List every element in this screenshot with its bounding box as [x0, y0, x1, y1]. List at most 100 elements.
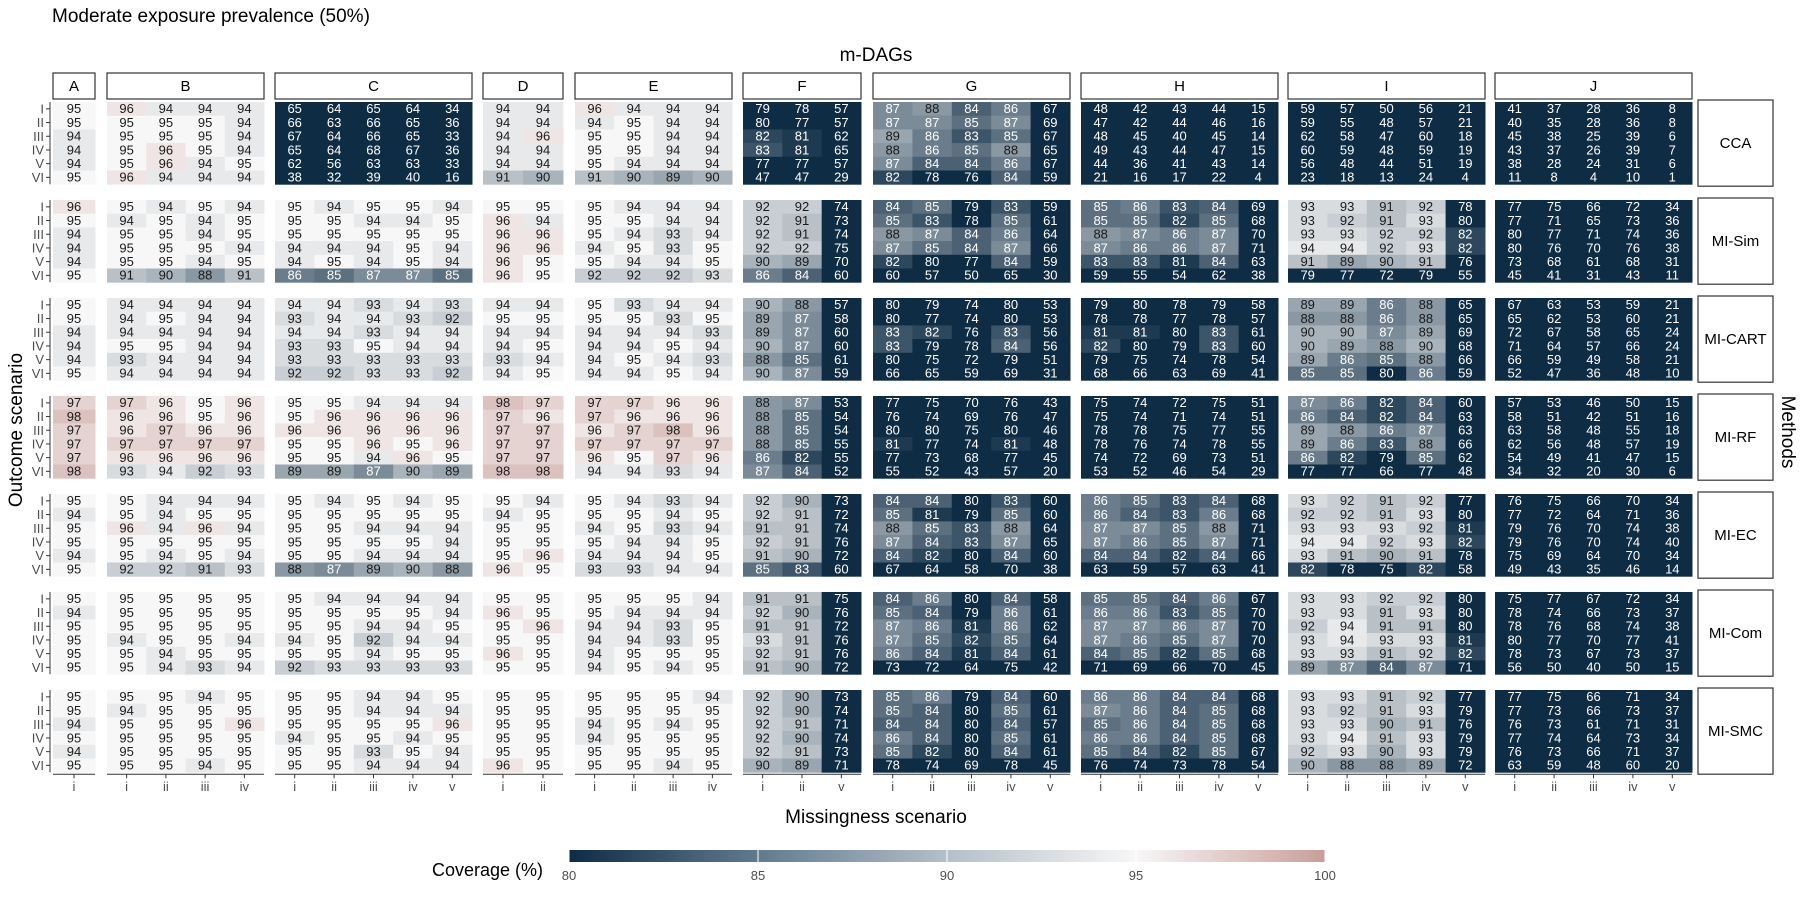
method-strip-label: MI-SMC	[1708, 723, 1763, 740]
x-tick-label: iv	[1628, 779, 1638, 794]
heatmap-cell	[483, 143, 524, 158]
cell-value: 72	[1379, 268, 1393, 283]
cell-value: 93	[198, 660, 212, 675]
cell-value: 95	[159, 227, 173, 242]
x-tick-label: iv	[1421, 779, 1431, 794]
cell-value: 38	[1507, 156, 1521, 171]
heatmap-cell	[1030, 254, 1071, 269]
heatmap-cell	[185, 115, 226, 130]
cell-value: 66	[1172, 660, 1186, 675]
heatmap-cell	[873, 129, 913, 144]
cell-value: 66	[366, 129, 380, 144]
heatmap-cell	[107, 268, 147, 283]
heatmap-cell	[523, 298, 564, 313]
heatmap-cell	[1652, 156, 1693, 171]
cell-value: 94	[406, 758, 420, 773]
cell-value: 90	[406, 562, 420, 577]
cell-value: 64	[327, 101, 341, 116]
heatmap-cell	[1534, 143, 1575, 158]
cell-value: 93	[1300, 199, 1314, 214]
heatmap-cell	[107, 143, 147, 158]
cell-value: 93	[705, 268, 719, 283]
heatmap-cell	[1573, 115, 1614, 130]
cell-value: 95	[159, 240, 173, 255]
heatmap-cell	[1406, 156, 1447, 171]
cell-value: 82	[1172, 213, 1186, 228]
heatmap-cell	[53, 339, 96, 354]
cell-value: 60	[1300, 142, 1314, 157]
heatmap-cell	[873, 102, 913, 117]
heatmap-cell	[1327, 156, 1368, 171]
cell-value: 61	[1043, 213, 1057, 228]
cell-value: 91	[755, 660, 769, 675]
cell-value: 95	[627, 758, 641, 773]
cell-value: 95	[366, 338, 380, 353]
cell-value: 90	[795, 660, 809, 675]
cell-value: 83	[1093, 254, 1107, 269]
heatmap-cell	[782, 129, 823, 144]
x-tick-label: ii	[540, 779, 546, 794]
heatmap-cell	[614, 200, 654, 215]
cell-value: 94	[536, 156, 550, 171]
heatmap-cell	[224, 241, 265, 256]
cell-value: 74	[964, 297, 978, 312]
cell-value: 90	[755, 366, 769, 381]
cell-value: 94	[327, 240, 341, 255]
cell-value: 93	[327, 338, 341, 353]
heatmap-cell	[821, 268, 862, 283]
heatmap-cell	[1652, 254, 1693, 269]
heatmap-cell	[523, 213, 564, 228]
cell-value: 94	[67, 240, 81, 255]
cell-value: 94	[287, 254, 301, 269]
heatmap-cell	[1120, 268, 1161, 283]
x-tick-label: iv	[1006, 779, 1016, 794]
heatmap-cell	[107, 102, 147, 117]
cell-value: 94	[587, 660, 601, 675]
cell-value: 31	[1586, 268, 1600, 283]
heatmap-cell	[1288, 200, 1328, 215]
cell-value: 88	[1004, 142, 1018, 157]
cell-value: 59	[964, 366, 978, 381]
cell-value: 90	[1379, 254, 1393, 269]
cell-value: 96	[159, 156, 173, 171]
heatmap-cell	[782, 298, 823, 313]
cell-value: 36	[1586, 366, 1600, 381]
cell-value: 35	[1547, 115, 1561, 130]
cell-value: 94	[587, 338, 601, 353]
heatmap-cell	[1406, 268, 1447, 283]
cell-value: 59	[1340, 142, 1354, 157]
cell-value: 92	[327, 366, 341, 381]
heatmap-cell	[432, 325, 473, 340]
cell-value: 94	[198, 338, 212, 353]
cell-value: 63	[366, 156, 380, 171]
heatmap-cell	[314, 227, 355, 242]
heatmap-cell	[393, 129, 434, 144]
heatmap-cell	[53, 170, 96, 185]
cell-value: 70	[834, 254, 848, 269]
heatmap-cell	[1406, 227, 1447, 242]
heatmap-cell	[1613, 213, 1654, 228]
cell-value: 91	[587, 170, 601, 185]
cell-value: 89	[755, 311, 769, 326]
cell-value: 85	[925, 240, 939, 255]
cell-value: 92	[287, 660, 301, 675]
cell-value: 70	[1586, 240, 1600, 255]
cell-value: 36	[1133, 156, 1147, 171]
cell-value: 60	[834, 268, 848, 283]
cell-value: 63	[1251, 254, 1265, 269]
heatmap-cell	[393, 213, 434, 228]
heatmap-cell	[53, 213, 96, 228]
cell-value: 57	[1004, 464, 1018, 479]
cell-value: 94	[327, 199, 341, 214]
heatmap-cell	[991, 298, 1032, 313]
x-tick-label: ii	[331, 779, 337, 794]
cell-value: 92	[755, 213, 769, 228]
cell-value: 95	[159, 338, 173, 353]
heatmap-cell	[1534, 156, 1575, 171]
heatmap-cell	[483, 227, 524, 242]
cell-value: 80	[1507, 227, 1521, 242]
cell-value: 57	[1172, 562, 1186, 577]
cell-value: 7	[1669, 142, 1676, 157]
cell-value: 87	[795, 325, 809, 340]
heatmap-cell	[873, 170, 913, 185]
